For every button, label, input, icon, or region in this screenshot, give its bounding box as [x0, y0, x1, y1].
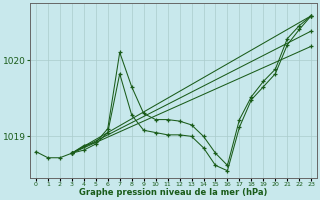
- X-axis label: Graphe pression niveau de la mer (hPa): Graphe pression niveau de la mer (hPa): [79, 188, 268, 197]
